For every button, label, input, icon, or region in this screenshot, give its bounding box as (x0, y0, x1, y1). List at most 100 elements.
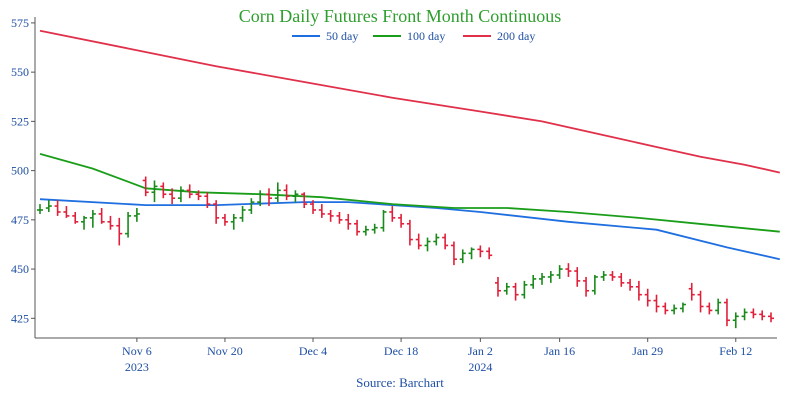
ohlc-bar (169, 188, 176, 205)
chart-title: Corn Daily Futures Front Month Continuou… (239, 6, 562, 26)
ohlc-bar (512, 282, 519, 301)
ohlc-bar (98, 208, 105, 224)
ohlc-bar (759, 310, 766, 321)
y-tick-label: 525 (11, 114, 29, 128)
legend-label: 100 day (407, 29, 445, 43)
ohlc-bar (318, 204, 325, 218)
ohlc-bar (662, 302, 669, 315)
ohlc-bar (301, 192, 308, 209)
ohlc-bar (732, 312, 739, 329)
ohlc-bar (547, 271, 554, 283)
ohlc-bar (257, 190, 264, 207)
ohlc-bar (424, 237, 431, 252)
ohlc-bar (450, 241, 457, 266)
x-tick-label: Nov 6 (122, 344, 152, 358)
x-tick-label: Dec 4 (299, 344, 327, 358)
y-tick-label: 425 (11, 311, 29, 325)
ohlc-bar (635, 280, 642, 301)
series-line-50-day (39, 198, 780, 261)
ohlc-bar (354, 219, 361, 236)
x-tick-label: Dec 18 (384, 344, 418, 358)
ohlc-bar (609, 271, 616, 281)
ohlc-bar (327, 209, 334, 222)
ohlc-bar (274, 182, 281, 203)
ohlc-bar (125, 211, 132, 238)
ohlc-bar (239, 206, 246, 222)
ohlc-bar (345, 213, 352, 230)
source-label: Source: Barchart (356, 375, 444, 390)
ohlc-bar (415, 233, 422, 250)
legend-label: 50 day (326, 29, 358, 43)
ohlc-bar (89, 209, 96, 228)
x-tick-year-label: 2023 (125, 360, 149, 374)
ohlc-bar (213, 200, 220, 224)
y-tick-label: 500 (11, 164, 29, 178)
ohlc-bar (574, 267, 581, 287)
ohlc-bar (618, 273, 625, 287)
ohlc-bar (433, 233, 440, 246)
ohlc-bar (442, 233, 449, 250)
ohlc-bar (310, 200, 317, 214)
legend-label: 200 day (497, 29, 535, 43)
ohlc-bar (230, 213, 237, 230)
ohlc-bar (398, 213, 405, 228)
ohlc-bar (768, 312, 774, 323)
ohlc-bar (380, 209, 387, 232)
ohlc-bar (45, 200, 52, 212)
ohlc-bar (539, 273, 546, 285)
ohlc-bar (468, 247, 475, 260)
ohlc-bar (583, 276, 590, 297)
x-tick-label: Jan 2 (468, 344, 493, 358)
series-line-200-day (39, 29, 780, 174)
ohlc-bar (177, 186, 184, 203)
ohlc-bar (688, 282, 695, 301)
y-tick-label: 475 (11, 213, 29, 227)
ohlc-bar (265, 188, 272, 207)
ohlc-bar (54, 200, 61, 216)
y-tick-label: 575 (11, 16, 29, 30)
ohlc-bar (600, 271, 607, 281)
x-tick-label: Jan 29 (632, 344, 663, 358)
y-axis-ticks: 425 450 475 500 525 550 575 (11, 16, 35, 325)
ohlc-bar (248, 198, 255, 214)
ohlc-bar (142, 176, 149, 197)
ohlc-bar (741, 308, 748, 321)
ohlc-bar (486, 247, 493, 260)
ohlc-bar (133, 208, 140, 222)
ohlc-bar (406, 219, 413, 246)
ohlc-bar (679, 302, 686, 313)
price-bars (37, 176, 774, 329)
ohlc-bar (653, 294, 660, 313)
ohlc-bar (116, 217, 123, 246)
ohlc-bar (591, 274, 598, 295)
ohlc-bar (521, 280, 528, 299)
ohlc-bar (565, 263, 572, 277)
ohlc-bar (477, 245, 484, 258)
ohlc-bar (63, 206, 70, 218)
ohlc-bar (671, 304, 678, 315)
ohlc-bar (336, 211, 343, 224)
ohlc-bar (195, 190, 202, 201)
ohlc-bar (151, 180, 158, 203)
ohlc-bar (283, 184, 290, 201)
ohlc-bar (556, 265, 563, 279)
ohlc-bar (503, 282, 510, 295)
ohlc-bar (221, 213, 228, 226)
ohlc-bar (530, 274, 537, 289)
ohlc-bar (459, 249, 466, 264)
ohlc-bar (81, 215, 88, 230)
x-tick-label: Jan 16 (544, 344, 575, 358)
ohlc-bar (494, 276, 501, 297)
legend: 50 day 100 day 200 day (292, 29, 535, 43)
ohlc-bar (706, 302, 713, 315)
ohlc-bar (371, 223, 378, 234)
ohlc-bar (160, 182, 167, 199)
x-tick-label: Feb 12 (719, 344, 752, 358)
ohlc-bar (362, 225, 369, 236)
ohlc-bar (107, 215, 114, 230)
x-tick-label: Nov 20 (207, 344, 243, 358)
ohlc-bar (186, 184, 193, 199)
ohlc-bar (72, 211, 79, 224)
ohlc-bar (697, 290, 704, 313)
